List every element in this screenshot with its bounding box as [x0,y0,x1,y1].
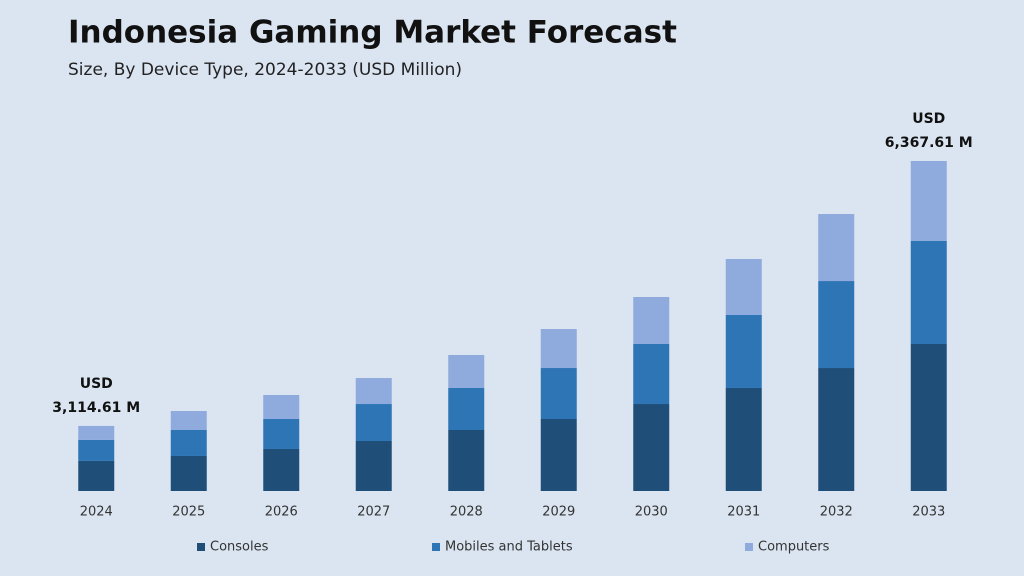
bar-segment [910,343,947,491]
bar-segment [633,297,670,344]
bar-segment [910,161,947,241]
bar-segment [540,419,577,491]
bar-segment [910,240,947,344]
x-tick-label: 2029 [542,505,575,520]
bar-segment [78,439,115,461]
bar-segment [355,404,392,441]
bar-segment [78,425,115,440]
annotation: 6,367.61 M [885,135,973,151]
bar-segment [818,368,855,491]
bar-segment [725,315,762,388]
bar-segment [355,440,392,491]
bar-segment [170,455,207,491]
bar-segment [170,430,207,456]
bar-segment [633,343,670,405]
x-tick-label: 2030 [635,505,668,520]
bar-segment [263,448,300,491]
legend-swatch [745,543,753,551]
x-tick-label: 2033 [912,505,945,520]
x-tick-label: 2028 [450,505,483,520]
bar-segment [540,329,577,369]
bar-segment [540,368,577,420]
chart-subtitle: Size, By Device Type, 2024-2033 (USD Mil… [68,60,462,80]
bar-segment [78,460,115,491]
bar-segment [448,354,485,388]
x-tick-label: 2031 [727,505,760,520]
legend-label: Computers [758,540,830,555]
legend-swatch [197,543,205,551]
legend-swatch [432,543,440,551]
annotation: USD [912,111,945,127]
annotation: USD [80,376,113,392]
x-tick-label: 2024 [80,505,113,520]
chart-title: Indonesia Gaming Market Forecast [68,15,677,51]
bar-segment [263,394,300,420]
bar-segment [818,281,855,369]
x-tick-label: 2032 [820,505,853,520]
legend-label: Mobiles and Tablets [445,540,573,555]
bar-segment [725,387,762,491]
bar-segment [170,411,207,431]
x-tick-label: 2025 [172,505,205,520]
bar-segment [355,378,392,405]
legend-label: Consoles [210,540,269,555]
x-tick-label: 2026 [265,505,298,520]
x-tick-label: 2027 [357,505,390,520]
bar-segment [633,404,670,491]
bar-segment [725,258,762,316]
bar-segment [448,430,485,491]
bar-segment [263,419,300,449]
bar-segment [818,214,855,282]
annotation: 3,114.61 M [52,400,140,416]
bar-segment [448,387,485,431]
